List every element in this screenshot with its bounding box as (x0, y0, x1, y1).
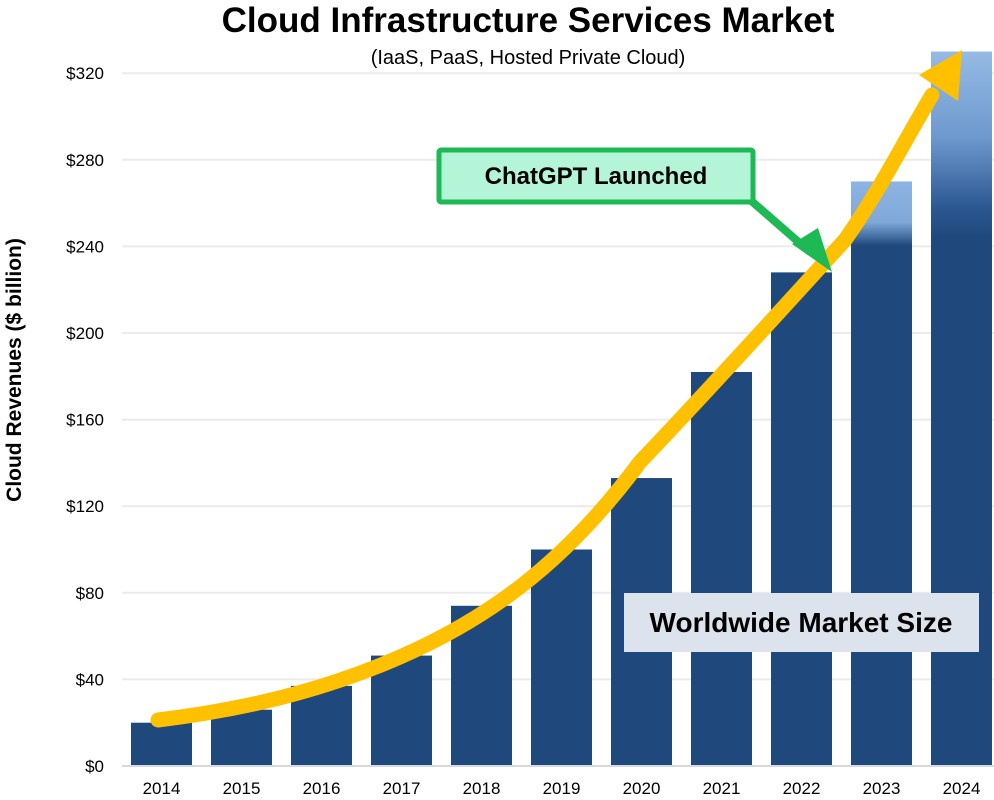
trend-arrowhead (919, 50, 962, 101)
chart-title: Cloud Infrastructure Services Market (222, 1, 835, 40)
series-label-box (624, 593, 979, 652)
callout-text: ChatGPT Launched (485, 163, 708, 190)
x-tick-label: 2014 (143, 779, 181, 798)
y-tick-label: $280 (66, 151, 104, 170)
bar-2019 (531, 549, 592, 766)
series-label-text: Worldwide Market Size (650, 607, 953, 638)
y-tick-label: $0 (85, 757, 104, 776)
callout-arrowhead (792, 228, 832, 272)
y-tick-label: $240 (66, 237, 104, 256)
y-tick-label: $80 (76, 584, 104, 603)
trend-arrow (150, 50, 962, 728)
bar-2022 (771, 272, 832, 766)
y-tick-label: $120 (66, 497, 104, 516)
series-label: Worldwide Market Size (624, 593, 979, 652)
y-axis-label: Cloud Revenues ($ billion) (3, 238, 26, 502)
chatgpt-callout: ChatGPT Launched (436, 147, 832, 272)
y-tick-label: $200 (66, 324, 104, 343)
x-tick-label: 2022 (783, 779, 821, 798)
bar-2024 (931, 51, 992, 767)
x-tick-label: 2016 (303, 779, 341, 798)
y-tick-label: $320 (66, 64, 104, 83)
x-tick-label: 2017 (383, 779, 421, 798)
x-tick-label: 2021 (703, 779, 741, 798)
bar-2017 (371, 655, 432, 766)
y-axis-ticks: $0 $40 $80 $120 $160 $200 $240 $280 $320 (66, 64, 104, 776)
chart-subtitle: (IaaS, PaaS, Hosted Private Cloud) (371, 47, 686, 69)
grid-lines (122, 72, 994, 681)
x-axis-ticks: 2014 2015 2016 2017 2018 2019 2020 2021 2022 2023… (143, 779, 981, 798)
x-tick-label: 2019 (543, 779, 581, 798)
x-tick-label: 2024 (943, 779, 981, 798)
y-tick-label: $40 (76, 670, 104, 689)
callout-box (436, 147, 756, 205)
y-tick-label: $160 (66, 411, 104, 430)
x-tick-label: 2015 (223, 779, 261, 798)
bar-2015 (211, 709, 272, 766)
x-tick-label: 2018 (463, 779, 501, 798)
bar-2021 (691, 371, 752, 766)
x-tick-label: 2023 (863, 779, 901, 798)
x-tick-label: 2020 (623, 779, 661, 798)
trend-curve (150, 87, 940, 728)
bar-2014 (131, 722, 192, 766)
bar-2023 (851, 181, 912, 766)
